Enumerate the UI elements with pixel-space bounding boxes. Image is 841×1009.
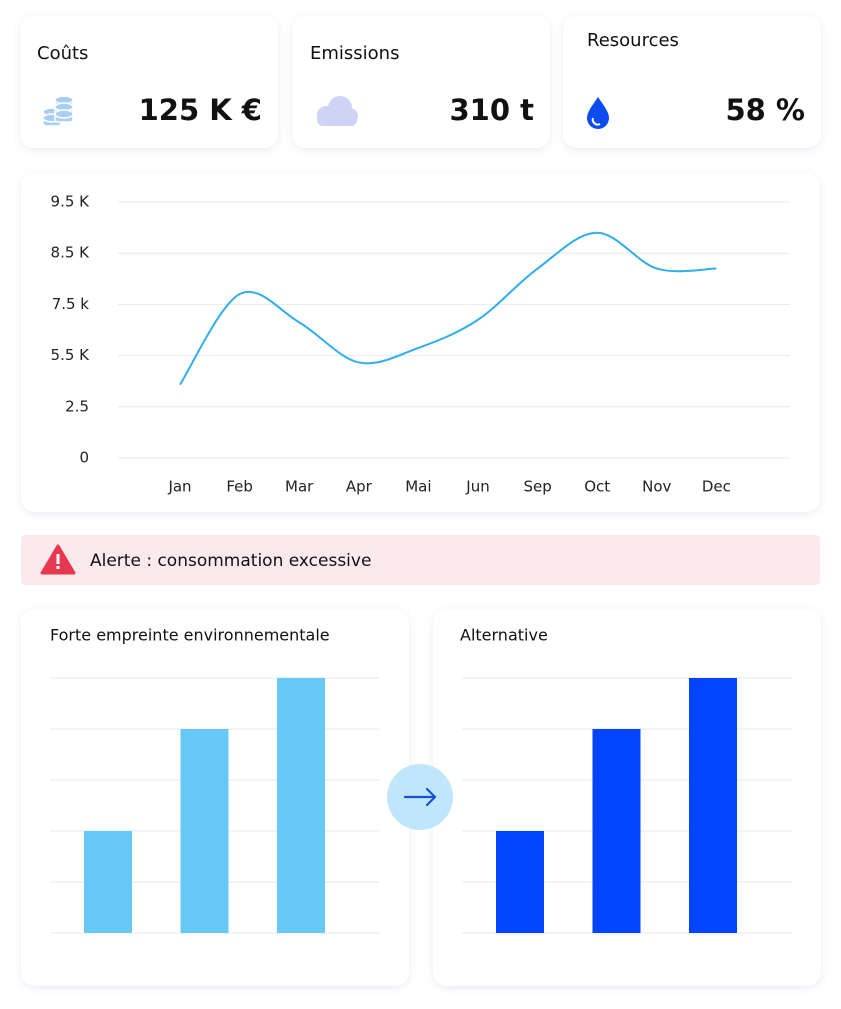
x-tick-label: Nov <box>642 478 671 496</box>
chart-title: Forte empreinte environnementale <box>50 626 330 645</box>
warning-icon <box>40 544 76 575</box>
bar <box>496 831 544 933</box>
card-label: Emissions <box>310 43 399 64</box>
line <box>179 231 717 386</box>
x-tick-label: Apr <box>346 478 373 496</box>
bar-charts <box>50 677 792 934</box>
x-tick-label: Feb <box>226 478 253 496</box>
card-value: 125 K € <box>139 93 262 127</box>
drop-icon <box>587 97 609 129</box>
card-value: 310 t <box>450 93 535 127</box>
y-tick-label: 7.5 k <box>52 295 90 313</box>
chart-card <box>21 173 820 512</box>
arrow-button <box>387 764 453 830</box>
alert-box <box>21 535 820 585</box>
x-tick-label: Jun <box>465 478 489 496</box>
bar <box>180 729 229 933</box>
bar <box>592 729 641 933</box>
x-tick-label: Jan <box>167 478 191 496</box>
card <box>20 16 278 148</box>
alert-text: Alerte : consommation excessive <box>90 551 371 571</box>
coins-icon <box>42 95 74 127</box>
chart-title: Alternative <box>460 626 548 645</box>
x-tick-label: Mai <box>405 478 431 496</box>
bar <box>689 678 737 933</box>
x-tick-label: Oct <box>584 478 610 496</box>
x-tick-label: Mar <box>285 478 314 496</box>
cloud-icon <box>317 96 358 126</box>
card-label: Coûts <box>37 43 88 64</box>
y-tick-label: 8.5 K <box>51 244 91 262</box>
card-label: Resources <box>587 30 679 51</box>
y-tick-label: 5.5 K <box>51 346 91 364</box>
line-chart: 0 2.5 5.5 K 7.5 k 8.5 K 9.5 K Jan Feb Mar Apr Mai J… <box>51 193 790 496</box>
y-tick-label: 0 <box>79 449 89 467</box>
x-tick-label: Dec <box>702 478 731 496</box>
bar <box>277 678 325 933</box>
y-tick-label: 9.5 K <box>51 193 91 211</box>
card <box>563 16 821 148</box>
bar <box>84 831 132 933</box>
card <box>292 16 550 148</box>
x-tick-label: Sep <box>523 478 551 496</box>
y-tick-label: 2.5 <box>65 397 89 415</box>
card-value: 58 % <box>725 93 805 127</box>
